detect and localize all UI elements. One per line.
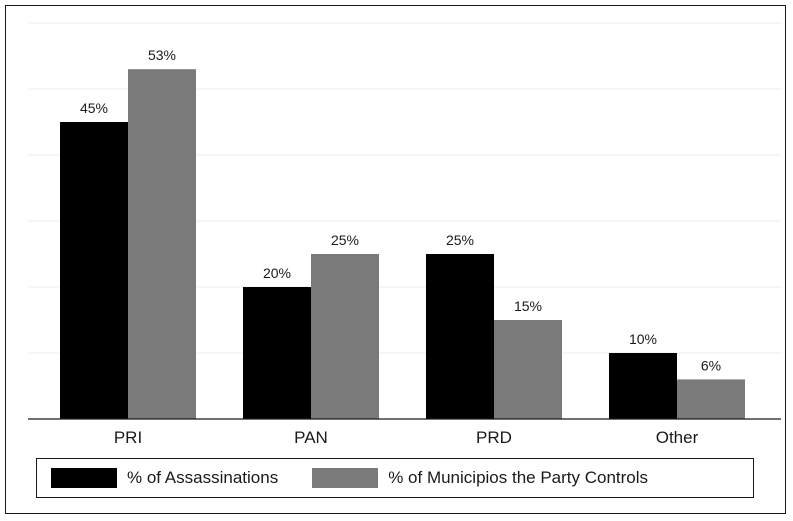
legend-swatch-assassinations <box>51 468 117 488</box>
x-tick-label: PRD <box>476 428 512 447</box>
chart-legend: % of Assassinations % of Municipios the … <box>36 458 754 498</box>
bar-prd-series-1 <box>426 254 494 419</box>
bar-pan-series-1 <box>243 287 311 419</box>
data-label: 45% <box>80 100 108 116</box>
x-tick-label: PRI <box>114 428 142 447</box>
data-label: 6% <box>701 357 721 373</box>
bar-pan-series-2 <box>311 254 379 419</box>
legend-label-municipios: % of Municipios the Party Controls <box>388 468 649 487</box>
bar-other-series-1 <box>609 353 677 419</box>
data-label: 15% <box>514 298 542 314</box>
bar-prd-series-2 <box>494 320 562 419</box>
bar-pri-series-1 <box>60 122 128 419</box>
bar-other-series-2 <box>677 379 745 419</box>
x-tick-label: PAN <box>294 428 328 447</box>
data-label: 25% <box>446 232 474 248</box>
legend-label-assassinations: % of Assassinations <box>127 468 279 487</box>
data-label: 25% <box>331 232 359 248</box>
legend-swatch-municipios <box>312 468 379 488</box>
data-label: 53% <box>148 47 176 63</box>
data-label: 10% <box>629 331 657 347</box>
legend-item-assassinations: % of Assassinations <box>51 468 278 488</box>
legend-item-municipios: % of Municipios the Party Controls <box>312 468 648 488</box>
x-tick-label: Other <box>656 428 699 447</box>
data-label: 20% <box>263 265 291 281</box>
bar-pri-series-2 <box>128 69 196 419</box>
